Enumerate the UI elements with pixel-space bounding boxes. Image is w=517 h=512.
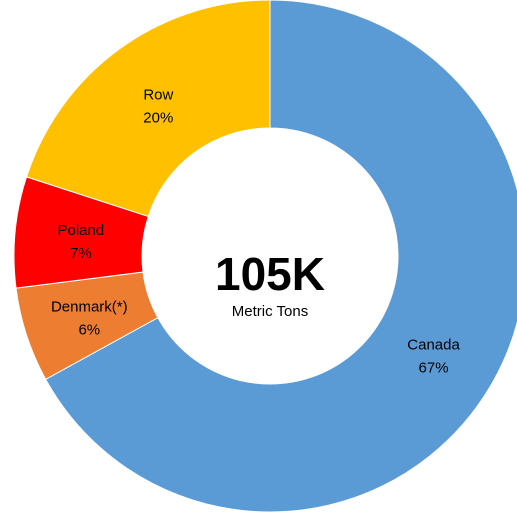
slice-percent-denmark: 6% [78,322,100,339]
center-unit: Metric Tons [232,303,308,320]
slice-name-poland: Poland [57,222,104,239]
center-value: 105K [215,248,325,300]
slice-percent-poland: 7% [70,245,92,262]
slice-label-denmark: Denmark(*) 6% [51,299,128,339]
slice-name-canada: Canada [407,337,460,354]
slice-label-canada: Canada 67% [407,337,460,377]
labels-layer: Canada 67% Denmark(*) 6% Poland 7% Row 20% [51,86,461,376]
slice-name-denmark: Denmark(*) [51,299,128,316]
slice-row [25,0,271,218]
slice-canada [44,0,517,512]
slices-layer [13,0,517,512]
slice-percent-canada: 67% [419,360,449,377]
slice-label-poland: Poland 7% [57,222,104,262]
slice-label-row: Row 20% [143,86,173,126]
slice-name-row: Row [143,86,173,103]
slice-percent-row: 20% [143,109,173,126]
